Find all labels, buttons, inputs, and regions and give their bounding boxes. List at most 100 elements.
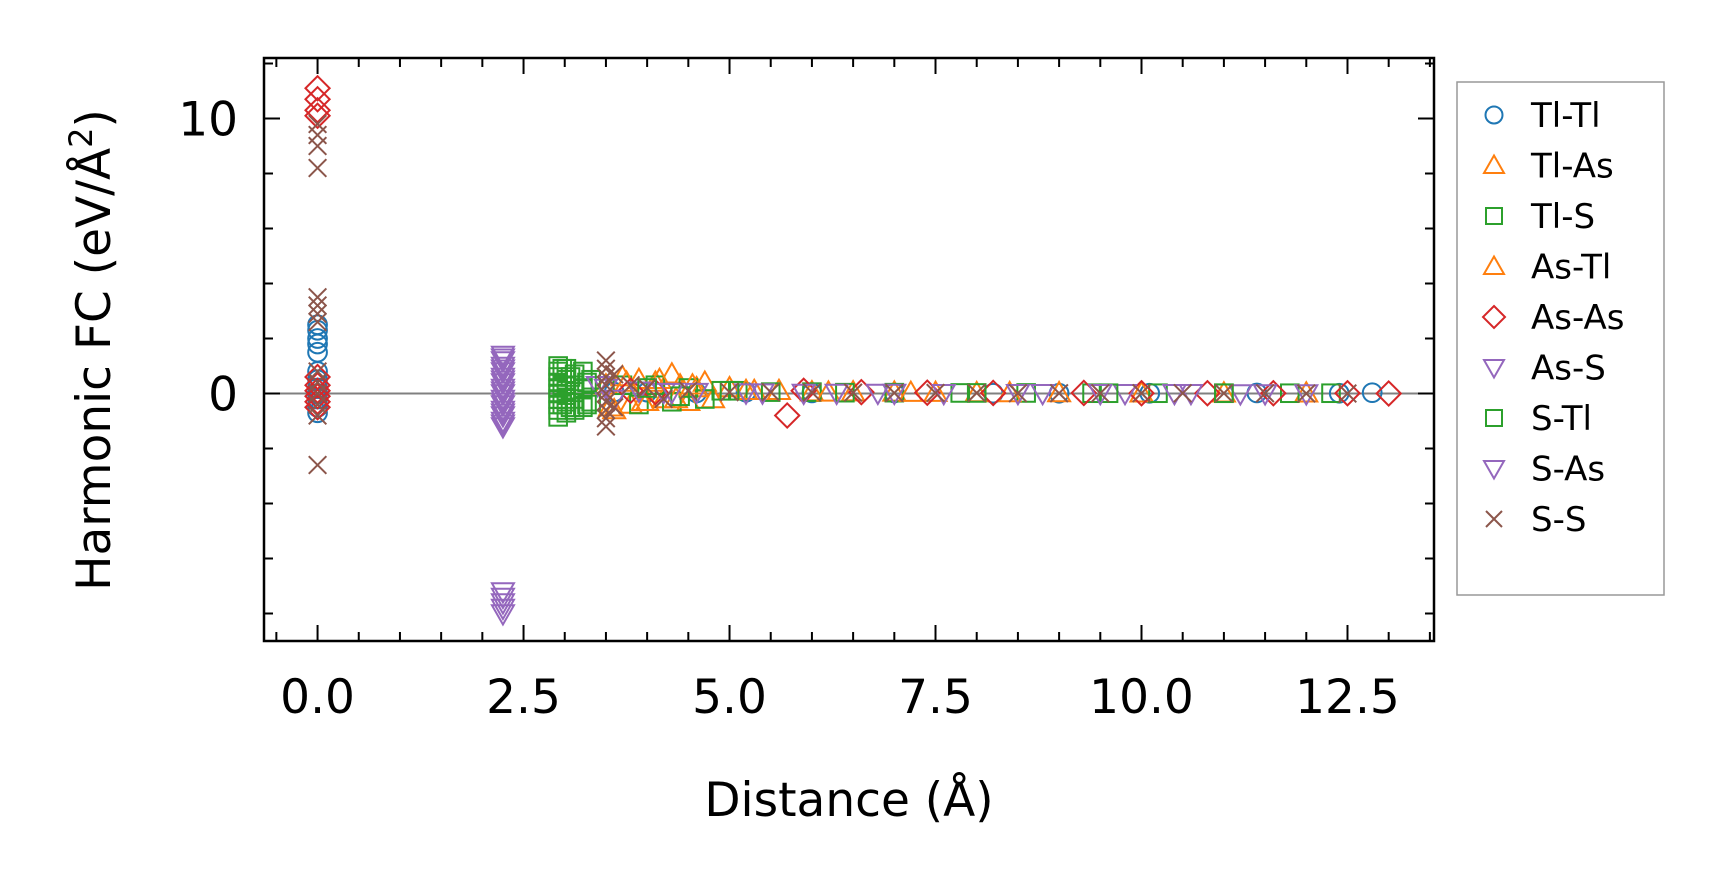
legend-item-as-s: As-S — [1482, 349, 1606, 389]
data-point — [596, 350, 616, 371]
data-point — [596, 359, 616, 379]
data-point — [637, 378, 657, 398]
data-point — [950, 383, 971, 403]
data-point — [307, 328, 328, 349]
legend-marker — [1484, 105, 1504, 125]
data-point — [637, 378, 657, 398]
data-point — [1293, 384, 1320, 407]
legend-label: As-As — [1531, 298, 1624, 338]
data-point — [843, 383, 863, 403]
data-point — [884, 383, 904, 403]
legend-item-s-s: S-S — [1485, 500, 1586, 540]
data-point — [1112, 383, 1138, 407]
data-point — [490, 384, 516, 407]
data-point — [966, 383, 987, 403]
data-point — [490, 587, 516, 611]
data-point — [304, 85, 332, 113]
data-point — [1293, 380, 1320, 403]
legend-item-as-tl: As-Tl — [1482, 248, 1611, 288]
data-point — [678, 381, 698, 401]
data-point — [308, 312, 328, 332]
data-point — [490, 348, 516, 371]
data-point — [773, 401, 801, 430]
data-point — [1005, 383, 1031, 407]
legend-marker — [1481, 304, 1507, 330]
legend-label: S-Tl — [1531, 399, 1592, 439]
data-point — [304, 102, 332, 130]
series-s-s — [308, 114, 1357, 475]
legend-label: Tl-As — [1530, 147, 1614, 187]
data-point — [865, 383, 891, 406]
data-point — [1361, 382, 1383, 404]
data-point — [490, 345, 516, 369]
axis-ticks — [264, 58, 1434, 641]
legend-marker — [1482, 153, 1506, 174]
data-point — [1029, 383, 1056, 407]
data-point — [659, 361, 685, 384]
data-point — [596, 383, 616, 404]
data-point — [308, 295, 328, 316]
data-point — [1259, 379, 1287, 407]
data-point — [560, 397, 581, 418]
data-point — [659, 382, 685, 406]
data-point — [1296, 383, 1316, 404]
legend-item-as-as: As-As — [1481, 298, 1624, 338]
data-point — [304, 96, 332, 124]
legend-marker — [1482, 359, 1506, 380]
series-tl-tl — [307, 314, 1383, 424]
x-tick-label: 0.0 — [280, 670, 355, 725]
data-point — [490, 370, 516, 393]
data-point — [720, 382, 740, 402]
legend-marker — [1485, 207, 1503, 225]
data-point — [719, 380, 740, 401]
legend-marker — [1482, 254, 1506, 275]
y-axis-label-close: ) — [67, 109, 122, 127]
y-tick-label: 0 — [208, 368, 238, 423]
data-point — [926, 383, 946, 403]
tick-labels: 0 10 0.0 2.5 5.0 7.5 10.0 12.5 — [178, 93, 1400, 726]
data-point — [1214, 383, 1234, 403]
data-point — [1087, 383, 1114, 407]
data-point — [1255, 383, 1275, 403]
data-point — [1321, 383, 1341, 404]
data-point — [654, 389, 674, 409]
legend-item-s-as: S-As — [1482, 450, 1605, 490]
data-point — [604, 397, 624, 417]
data-point — [304, 74, 332, 102]
data-point — [490, 351, 516, 374]
data-point — [1049, 383, 1069, 403]
y-axis-label-sup: 2 — [62, 127, 100, 147]
data-point — [308, 136, 328, 156]
data-point — [1252, 384, 1278, 407]
data-point — [596, 416, 616, 437]
series-as-as — [304, 74, 1403, 430]
data-point — [1131, 383, 1152, 403]
data-point — [1337, 383, 1357, 404]
data-point — [967, 383, 987, 403]
legend-item-tl-s: Tl-S — [1485, 197, 1595, 237]
data-point — [802, 382, 822, 402]
data-point — [490, 604, 516, 627]
data-point — [490, 359, 516, 382]
data-point — [307, 314, 328, 336]
data-point — [490, 392, 516, 415]
data-point — [881, 383, 908, 406]
x-tick-label: 10.0 — [1089, 670, 1194, 725]
data-point — [596, 408, 616, 428]
legend-label: As-S — [1531, 349, 1606, 389]
data-point — [490, 417, 516, 440]
data-point — [490, 414, 516, 437]
data-point — [802, 382, 822, 402]
data-point — [560, 367, 581, 387]
legend-label: Tl-Tl — [1530, 96, 1601, 136]
data-point — [823, 383, 850, 406]
legend-item-tl-tl: Tl-Tl — [1484, 96, 1601, 136]
data-point — [307, 341, 328, 363]
legend-marker — [1482, 460, 1506, 481]
legend-item-s-tl: S-Tl — [1485, 399, 1592, 439]
data-point — [596, 392, 616, 412]
data-point — [304, 371, 332, 399]
data-point — [490, 356, 516, 380]
legend: Tl-Tl Tl-As Tl-S As-Tl As-As As-S S-Tl S-As S-S — [1456, 81, 1665, 596]
